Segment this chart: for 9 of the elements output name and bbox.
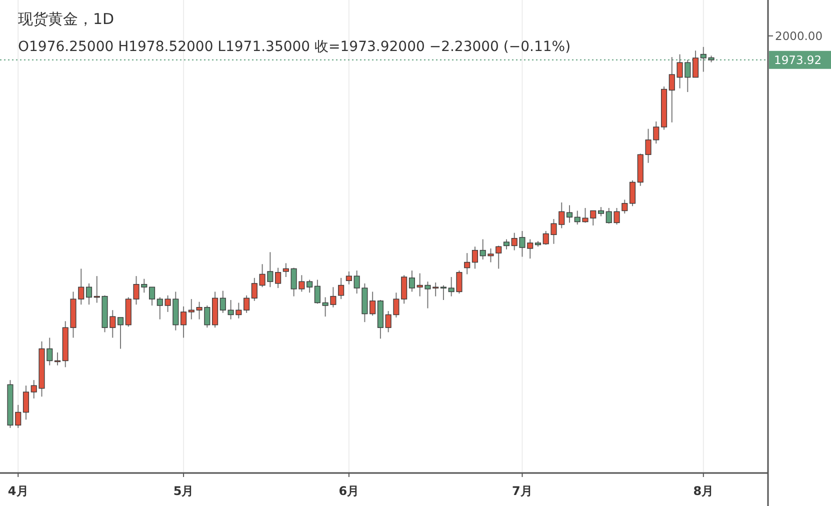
x-tick-label: 5月: [173, 484, 194, 498]
x-tick-label: 4月: [8, 484, 28, 498]
text: O1976.25000 H1978.52000 L1971.35000 收=1973.92000 −2.23000 (−0.11%): [18, 39, 571, 55]
x-tick-label: 6月: [338, 484, 360, 498]
x-tick-label: 7月: [512, 484, 532, 498]
x-tick-label: 8月: [693, 484, 714, 498]
y-tick-label: 1973.92: [774, 52, 822, 67]
y-tick-label: 2000.00: [775, 28, 823, 43]
text: 现货黄金，1D: [18, 10, 114, 28]
